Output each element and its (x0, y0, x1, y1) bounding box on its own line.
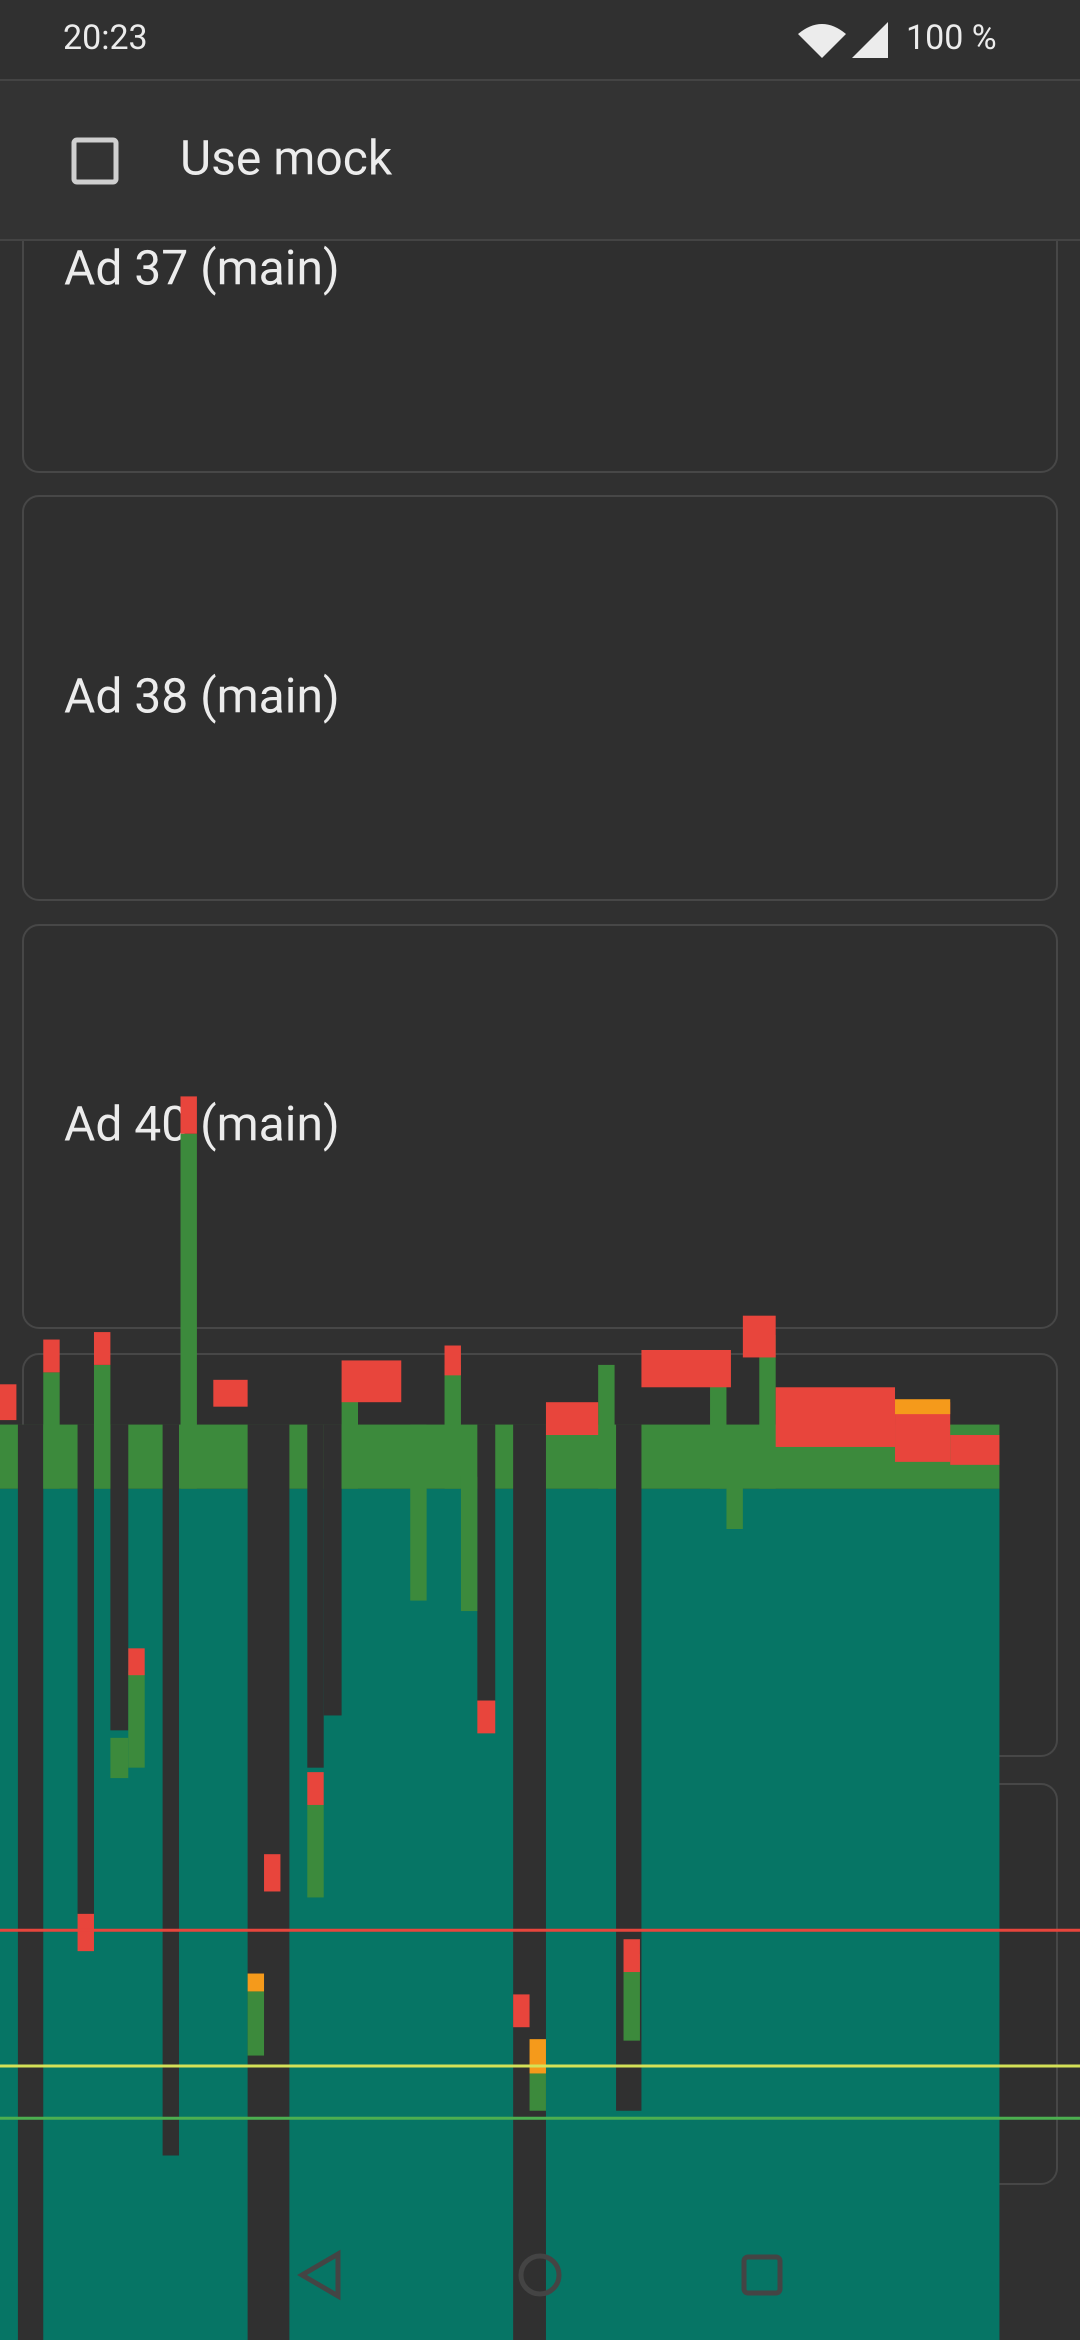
nav-back[interactable] (297, 2249, 341, 2301)
overlay-tops (0, 1096, 1000, 2074)
checkbox-label[interactable]: Use mock (180, 130, 393, 187)
status-bar (0, 0, 1080, 80)
overlay-gaps (17, 1424, 642, 2340)
card-label: Ad 40 (main) (64, 1096, 340, 1153)
card[interactable] (22, 495, 1058, 901)
checkbox[interactable] (71, 137, 119, 185)
overlay-base (0, 1488, 1000, 2340)
card-label: Ad 37 (main) (64, 240, 340, 297)
gpu-profile-overlay (0, 1096, 1080, 2340)
nav-home[interactable] (518, 2253, 562, 2297)
nav-bar (297, 2249, 783, 2301)
card-label: Ad 38 (main) (64, 668, 340, 725)
status-battery: 100 % (906, 18, 997, 58)
toolbar (0, 80, 1080, 240)
wifi-icon (798, 24, 846, 58)
card[interactable] (22, 924, 1058, 1329)
status-time: 20:23 (63, 18, 148, 58)
nav-recents[interactable] (741, 2254, 783, 2296)
signal-icon (852, 22, 888, 58)
